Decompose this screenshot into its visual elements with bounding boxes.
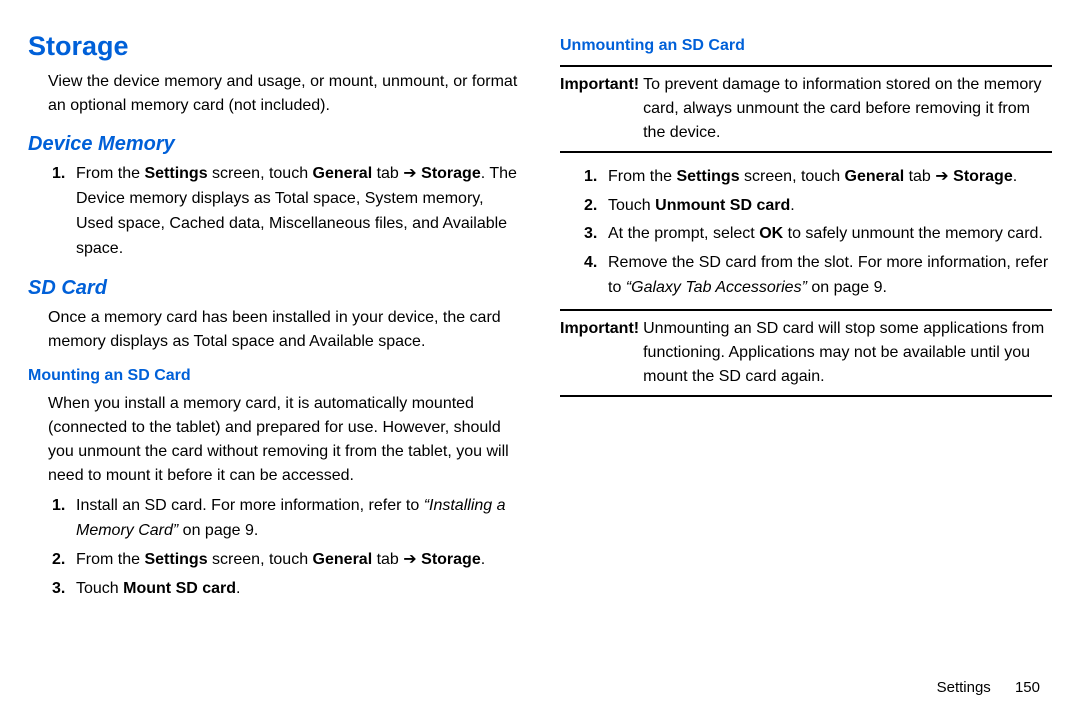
device-memory-steps: From the Settings screen, touch General …	[28, 162, 520, 261]
unmounting-steps: From the Settings screen, touch General …	[560, 165, 1052, 301]
important-label-2: Important!	[560, 317, 643, 389]
manual-page: Storage View the device memory and usage…	[0, 0, 1080, 720]
heading-sd-card: SD Card	[28, 276, 520, 300]
unmounting-step-4: Remove the SD card from the slot. For mo…	[608, 251, 1052, 301]
page-footer: Settings 150	[937, 679, 1040, 696]
storage-intro: View the device memory and usage, or mou…	[28, 70, 520, 118]
mounting-intro: When you install a memory card, it is au…	[28, 392, 520, 488]
unmounting-step-1: From the Settings screen, touch General …	[608, 165, 1052, 190]
footer-section: Settings	[937, 679, 991, 696]
mounting-step-3: Touch Mount SD card.	[76, 577, 520, 602]
heading-unmounting-sd: Unmounting an SD Card	[560, 36, 1052, 57]
section-title-storage: Storage	[28, 30, 520, 62]
mounting-steps: Install an SD card. For more information…	[28, 494, 520, 601]
left-column: Storage View the device memory and usage…	[28, 30, 520, 700]
heading-device-memory: Device Memory	[28, 132, 520, 156]
right-column: Unmounting an SD Card Important! To prev…	[560, 30, 1052, 700]
heading-mounting-sd: Mounting an SD Card	[28, 366, 520, 387]
footer-page-number: 150	[1015, 679, 1040, 696]
sd-card-intro: Once a memory card has been installed in…	[28, 306, 520, 354]
mounting-step-1: Install an SD card. For more information…	[76, 494, 520, 544]
important-box-2: Important! Unmounting an SD card will st…	[560, 309, 1052, 397]
unmounting-step-3: At the prompt, select OK to safely unmou…	[608, 222, 1052, 247]
important-box-1: Important! To prevent damage to informat…	[560, 65, 1052, 153]
important-text-2: Unmounting an SD card will stop some app…	[643, 317, 1052, 389]
important-text-1: To prevent damage to information stored …	[643, 73, 1052, 145]
device-memory-step-1: From the Settings screen, touch General …	[76, 162, 520, 261]
mounting-step-2: From the Settings screen, touch General …	[76, 548, 520, 573]
unmounting-step-2: Touch Unmount SD card.	[608, 194, 1052, 219]
important-label-1: Important!	[560, 73, 643, 145]
